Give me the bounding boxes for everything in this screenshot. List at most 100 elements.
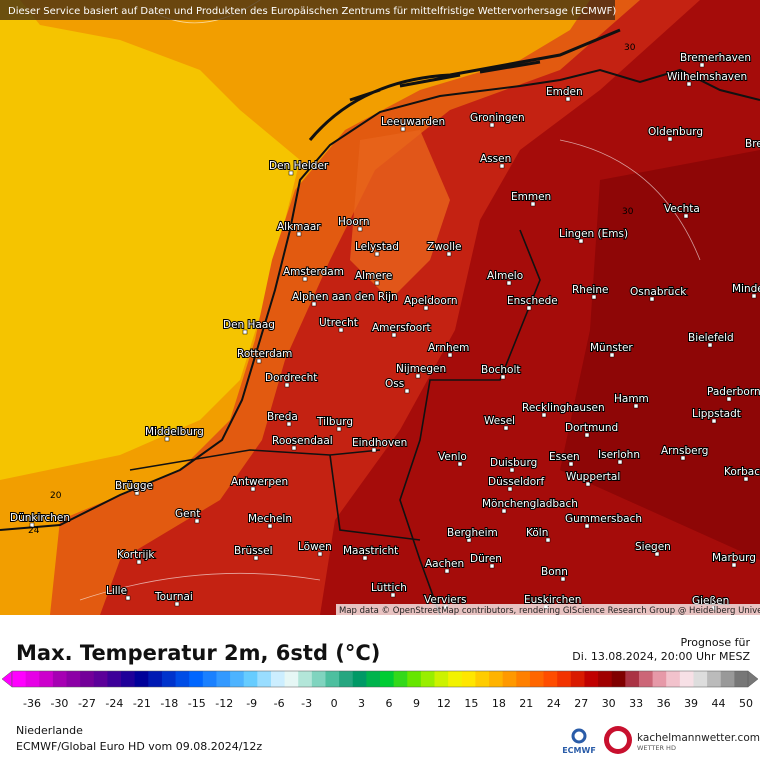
city-label: Mönchengladbach xyxy=(482,498,578,510)
city-label: Bielefeld xyxy=(688,332,734,344)
city-marker xyxy=(499,163,505,169)
city-label: Marburg xyxy=(712,552,756,564)
city-marker xyxy=(286,421,292,427)
brand-sub: WETTER HD xyxy=(637,744,676,752)
city-label: Recklinghausen xyxy=(522,402,605,414)
city-label: Lille xyxy=(106,585,127,597)
city-marker xyxy=(667,136,673,142)
city-marker xyxy=(565,96,571,102)
city-marker xyxy=(686,81,692,87)
city-marker xyxy=(164,436,170,442)
colorbar-tick-label: -18 xyxy=(160,697,178,710)
colorbar-swatch xyxy=(434,671,449,687)
colorbar: -36 -30 -27 -24 -21 -18 -15 -12 -9 -6 -3 0 3 6 9 12 15 18… xyxy=(1,670,759,710)
city-marker xyxy=(311,301,317,307)
city-label: Maastricht xyxy=(343,545,398,557)
colorbar-tick-label: -36 xyxy=(23,697,41,710)
colorbar-swatch xyxy=(134,671,149,687)
city-label: Dünkirchen xyxy=(10,512,70,524)
city-marker xyxy=(509,467,515,473)
city-marker xyxy=(267,523,273,529)
city-marker xyxy=(253,555,259,561)
city-label: Utrecht xyxy=(319,317,358,329)
city-label: Bonn xyxy=(541,566,568,578)
city-marker xyxy=(391,332,397,338)
colorbar-swatch xyxy=(270,671,286,687)
colorbar-tick-label: 39 xyxy=(684,697,698,710)
city-label: Dordrecht xyxy=(265,372,317,384)
city-marker xyxy=(444,568,450,574)
city-marker xyxy=(707,342,713,348)
city-marker xyxy=(609,352,615,358)
region: Niederlande xyxy=(16,724,83,737)
city-marker xyxy=(291,445,297,451)
city-label: Wesel xyxy=(484,415,515,427)
city-marker xyxy=(457,461,463,467)
notice: Dieser Service basiert auf Daten und Pro… xyxy=(8,6,616,17)
city-label: Tilburg xyxy=(316,416,353,428)
colorbar-frame xyxy=(11,670,749,688)
colorbar-swatch xyxy=(380,671,395,687)
colorbar-tick-label: 21 xyxy=(519,697,533,710)
city-label: Bergheim xyxy=(447,527,498,539)
colorbar-tick-label: -12 xyxy=(215,697,233,710)
islands xyxy=(308,28,621,141)
colorbar-tick-label: 30 xyxy=(602,697,616,710)
city-marker xyxy=(545,537,551,543)
city-label: Emden xyxy=(546,86,583,98)
colorbar-swatch xyxy=(284,671,299,687)
colorbar-tick-label: 6 xyxy=(386,697,393,710)
attribution-bar xyxy=(336,604,760,615)
city-label: Assen xyxy=(480,153,511,165)
colorbar-swatch xyxy=(393,671,408,687)
city-label: Siegen xyxy=(635,541,671,553)
colorbar-swatch xyxy=(570,671,585,687)
city-label: Hoorn xyxy=(338,216,370,228)
zone xyxy=(560,150,760,560)
city-marker xyxy=(447,352,453,358)
city-label: Tournai xyxy=(154,591,193,603)
city-label: Brüssel xyxy=(234,545,273,557)
city-label: Paderborn xyxy=(707,386,760,398)
colorbar-swatch xyxy=(475,671,490,687)
city-marker xyxy=(731,562,737,568)
city-label: Den Helder xyxy=(269,160,329,172)
colorbar-swatch xyxy=(121,671,136,687)
city-label: Aachen xyxy=(425,558,464,570)
city-label: Almere xyxy=(355,270,392,282)
colorbar-arrow xyxy=(747,670,759,688)
colorbar-swatch xyxy=(420,671,436,687)
city-label: Verviers xyxy=(424,594,467,606)
colorbar-swatch xyxy=(611,671,626,687)
city-marker xyxy=(526,305,532,311)
city-layer: Bremerhaven Wilhelmshaven Emden Oldenburg Br… xyxy=(9,51,760,611)
colorbar-swatch xyxy=(243,671,258,687)
colorbar-swatch xyxy=(407,671,422,687)
city-label: Düren xyxy=(470,553,502,565)
city-label: Antwerpen xyxy=(231,476,288,488)
city-label: Oss xyxy=(385,378,404,390)
colorbar-swatch xyxy=(339,671,354,687)
colorbar-tick-label: 27 xyxy=(574,697,588,710)
city-label: Nijmegen xyxy=(396,363,446,375)
city-marker xyxy=(136,559,142,565)
city-label: Den Haag xyxy=(223,319,275,331)
forecast-label: Prognose für xyxy=(681,636,751,649)
colorbar-swatch xyxy=(529,671,545,687)
colorbar-swatch xyxy=(448,671,463,687)
city-marker xyxy=(296,231,302,237)
colorbar-swatch xyxy=(502,671,517,687)
city-marker xyxy=(649,296,655,302)
city-label: Lingen (Ems) xyxy=(559,228,628,240)
city-label: Gummersbach xyxy=(565,513,642,525)
city-label: Groningen xyxy=(470,112,525,124)
colorbar-swatch xyxy=(230,671,245,687)
city-marker xyxy=(256,358,262,364)
city-marker xyxy=(288,170,294,176)
brand: kachelmannwetter.com xyxy=(637,732,760,744)
coastline xyxy=(0,68,760,531)
city-label: Mecheln xyxy=(248,513,292,525)
brand-icon xyxy=(609,731,627,749)
city-marker xyxy=(585,481,591,487)
colorbar-swatch xyxy=(161,671,177,687)
